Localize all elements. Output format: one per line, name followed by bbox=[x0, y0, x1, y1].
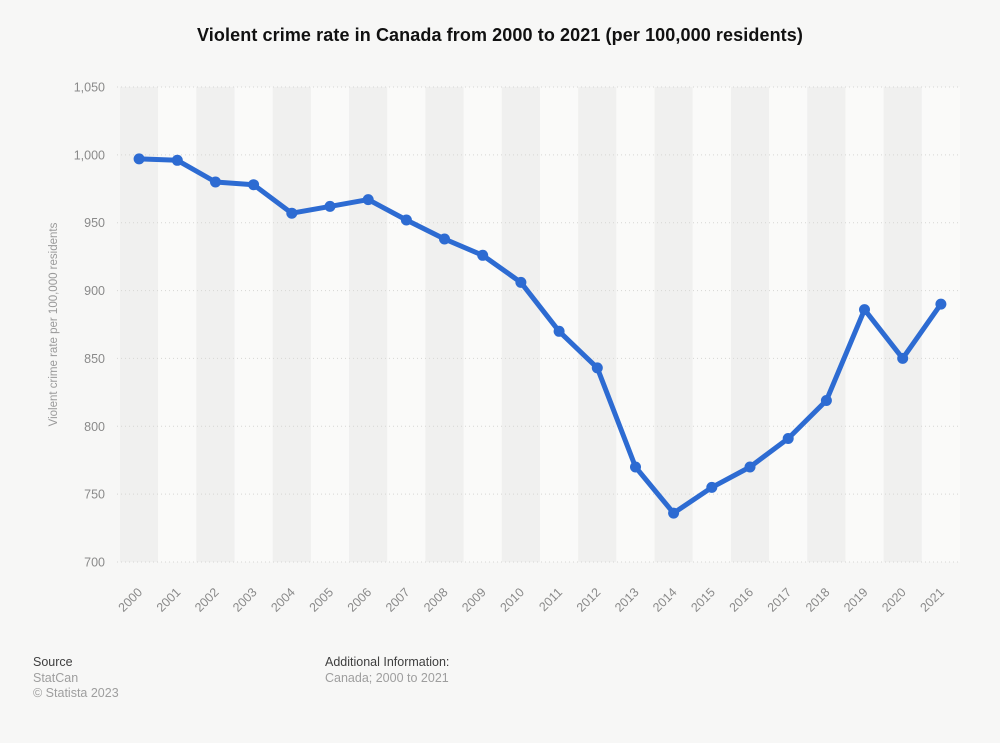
data-point[interactable] bbox=[248, 179, 260, 191]
x-tick-label: 2001 bbox=[154, 585, 184, 615]
data-point[interactable] bbox=[400, 214, 412, 226]
x-tick-label: 2009 bbox=[459, 585, 489, 615]
data-point[interactable] bbox=[706, 481, 718, 493]
additional-info-block: Additional Information: Canada; 2000 to … bbox=[325, 655, 449, 686]
data-point[interactable] bbox=[362, 194, 374, 206]
plot-band bbox=[807, 87, 846, 562]
plot-band bbox=[654, 87, 693, 562]
plot-band bbox=[196, 87, 235, 562]
trend-line bbox=[136, 156, 944, 516]
y-tick-label: 850 bbox=[84, 352, 105, 366]
additional-info-label: Additional Information: bbox=[325, 655, 450, 669]
data-point[interactable] bbox=[591, 362, 603, 374]
y-tick-label: 800 bbox=[84, 420, 105, 434]
plot-band bbox=[272, 87, 311, 562]
plot-band bbox=[883, 87, 922, 562]
x-tick-label: 2012 bbox=[574, 585, 604, 615]
data-point[interactable] bbox=[630, 461, 641, 473]
x-tick-label: 2019 bbox=[841, 585, 871, 615]
plot-band bbox=[120, 87, 159, 562]
x-tick-label: 2014 bbox=[650, 585, 680, 615]
x-tick-label: 2007 bbox=[383, 585, 413, 615]
data-point[interactable] bbox=[324, 200, 336, 212]
y-tick-label: 950 bbox=[84, 216, 105, 230]
y-tick-label: 1,050 bbox=[74, 81, 105, 95]
data-point[interactable] bbox=[171, 154, 183, 166]
chart-title: Violent crime rate in Canada from 2000 t… bbox=[197, 25, 803, 45]
copyright-notice: © Statista 2023 bbox=[33, 686, 119, 700]
plot-band bbox=[387, 87, 426, 562]
x-tick-label: 2017 bbox=[765, 585, 795, 615]
data-point[interactable] bbox=[439, 233, 450, 245]
y-axis-title: Violent crime rate per 100,000 residents bbox=[48, 222, 60, 426]
additional-info-value: Canada; 2000 to 2021 bbox=[325, 670, 449, 685]
data-point[interactable] bbox=[897, 352, 909, 364]
y-tick-label: 900 bbox=[84, 284, 105, 298]
line-chart: 1,050 1,000 950 900 850 800 750 700 Violent crim… bbox=[48, 81, 960, 615]
data-point[interactable] bbox=[935, 298, 947, 310]
data-point[interactable] bbox=[477, 249, 489, 261]
data-point[interactable] bbox=[859, 304, 870, 316]
plot-band bbox=[540, 87, 579, 562]
x-tick-label: 2021 bbox=[917, 585, 947, 615]
x-tick-label: 2003 bbox=[230, 585, 260, 615]
data-point[interactable] bbox=[133, 153, 145, 165]
source-value: StatCan bbox=[33, 670, 79, 685]
x-tick-label: 2015 bbox=[688, 585, 718, 615]
data-point[interactable] bbox=[668, 507, 680, 519]
plot-band bbox=[578, 87, 617, 562]
plot-band bbox=[349, 87, 388, 562]
plot-band bbox=[234, 87, 273, 562]
source-label: Source bbox=[33, 655, 73, 669]
x-tick-label: 2010 bbox=[497, 585, 527, 615]
plot-band bbox=[310, 87, 350, 562]
plot-band bbox=[730, 87, 770, 562]
plot-band bbox=[501, 87, 540, 562]
plot-band bbox=[463, 87, 502, 562]
x-tick-label: 2006 bbox=[345, 585, 375, 615]
data-point[interactable] bbox=[210, 176, 221, 188]
data-point[interactable] bbox=[553, 325, 565, 337]
data-point[interactable] bbox=[782, 433, 794, 444]
data-point[interactable] bbox=[515, 276, 527, 288]
y-tick-label: 750 bbox=[84, 488, 105, 502]
data-point[interactable] bbox=[820, 395, 832, 406]
plot-band bbox=[616, 87, 655, 562]
data-point[interactable] bbox=[286, 207, 298, 219]
y-tick-label: 700 bbox=[84, 556, 105, 570]
x-tick-label: 2008 bbox=[421, 585, 451, 615]
x-tick-label: 2018 bbox=[803, 585, 833, 615]
plot-band bbox=[425, 87, 464, 562]
x-tick-label: 2000 bbox=[116, 585, 146, 615]
y-tick-label: 1,000 bbox=[74, 148, 105, 162]
data-point[interactable] bbox=[744, 461, 756, 473]
x-tick-label: 2004 bbox=[268, 585, 298, 615]
x-tick-label: 2005 bbox=[307, 585, 337, 615]
x-tick-label: 2011 bbox=[536, 585, 565, 614]
x-tick-label: 2020 bbox=[879, 585, 909, 615]
plot-band bbox=[769, 87, 808, 562]
x-tick-label: 2013 bbox=[612, 585, 642, 615]
source-block: Source StatCan © Statista 2023 bbox=[33, 655, 119, 702]
x-tick-label: 2016 bbox=[727, 585, 757, 615]
x-tick-label: 2002 bbox=[192, 585, 222, 615]
